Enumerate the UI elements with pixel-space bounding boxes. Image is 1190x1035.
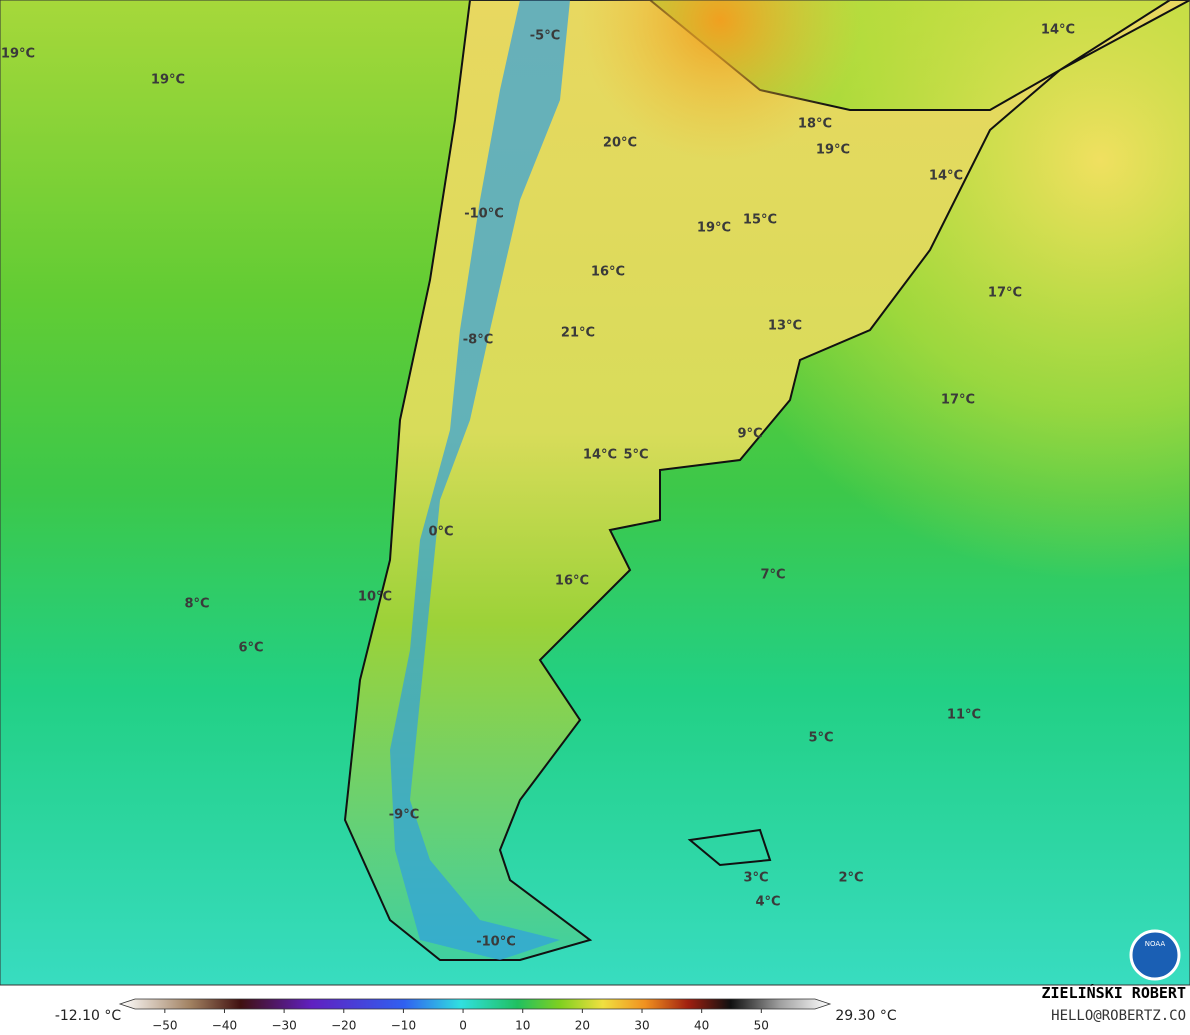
temperature-label: 17°C [941,393,975,408]
temperature-label: -5°C [530,29,560,44]
colorbar-tick-label: −20 [331,1019,356,1033]
hot-area [0,0,1190,985]
temperature-label: 13°C [768,319,802,334]
colorbar-tick-label: −40 [212,1019,237,1033]
temperature-label: 19°C [151,73,185,88]
colorbar-tick-label: 20 [575,1019,590,1033]
temperature-label: 5°C [808,731,833,746]
temperature-label: 10°C [358,590,392,605]
colorbar-ramp [118,998,832,1010]
temperature-label: 21°C [561,326,595,341]
noaa-logo [1129,929,1181,981]
map: 19°C 19°C -5°C 14°C 20°C 18°C 19°C 14°C -10°C 15°… [0,0,1190,986]
temperature-label: 9°C [737,427,762,442]
colorbar-tick-label: 30 [634,1019,649,1033]
colorbar-tick-label: −10 [391,1019,416,1033]
temperature-label: 0°C [428,525,453,540]
temperature-label: 18°C [798,117,832,132]
temperature-label: 7°C [760,568,785,583]
colorbar-tick-label: −30 [271,1019,296,1033]
credit-email: HELLO@ROBERTZ.CO [1051,1008,1186,1024]
temperature-label: 6°C [238,641,263,656]
temperature-label: 16°C [555,574,589,589]
min-label: -12.10 °C [55,1008,122,1024]
max-label: 29.30 °C [835,1008,897,1024]
temperature-label: 2°C [838,871,863,886]
temperature-label: 11°C [947,708,981,723]
logo-text: NOAA [1145,940,1166,948]
temperature-label: 14°C [583,448,617,463]
temperature-label: -8°C [463,333,493,348]
temperature-label: 19°C [816,143,850,158]
temperature-label: 5°C [623,448,648,463]
temperature-label: -10°C [476,935,516,950]
temperature-label: 16°C [591,265,625,280]
temperature-label: 15°C [743,213,777,228]
colorbar: -12.10 °C 29.30 °C −50 −40 −30 −20 −10 0 10 20 3… [55,998,897,1033]
temperature-label: 17°C [988,286,1022,301]
temperature-label: 19°C [1,47,35,62]
colorbar-tick-label: 10 [515,1019,530,1033]
colorbar-tick-label: 50 [754,1019,769,1033]
temperature-label: 19°C [697,221,731,236]
colorbar-tick-label: −50 [152,1019,177,1033]
temperature-label: 4°C [755,895,780,910]
colorbar-tick-label: 0 [459,1019,467,1033]
credit-name: ZIELIŃSKI ROBERT [1042,983,1187,1002]
temperature-label: 14°C [929,169,963,184]
temperature-label: -9°C [389,808,419,823]
colorbar-tick-label: 40 [694,1019,709,1033]
temperature-label: -10°C [464,207,504,222]
temperature-label: 8°C [184,597,209,612]
temperature-label: 3°C [743,871,768,886]
temperature-label: 14°C [1041,23,1075,38]
frame [0,0,1190,986]
temperature-label: 20°C [603,136,637,151]
islands [687,828,772,867]
